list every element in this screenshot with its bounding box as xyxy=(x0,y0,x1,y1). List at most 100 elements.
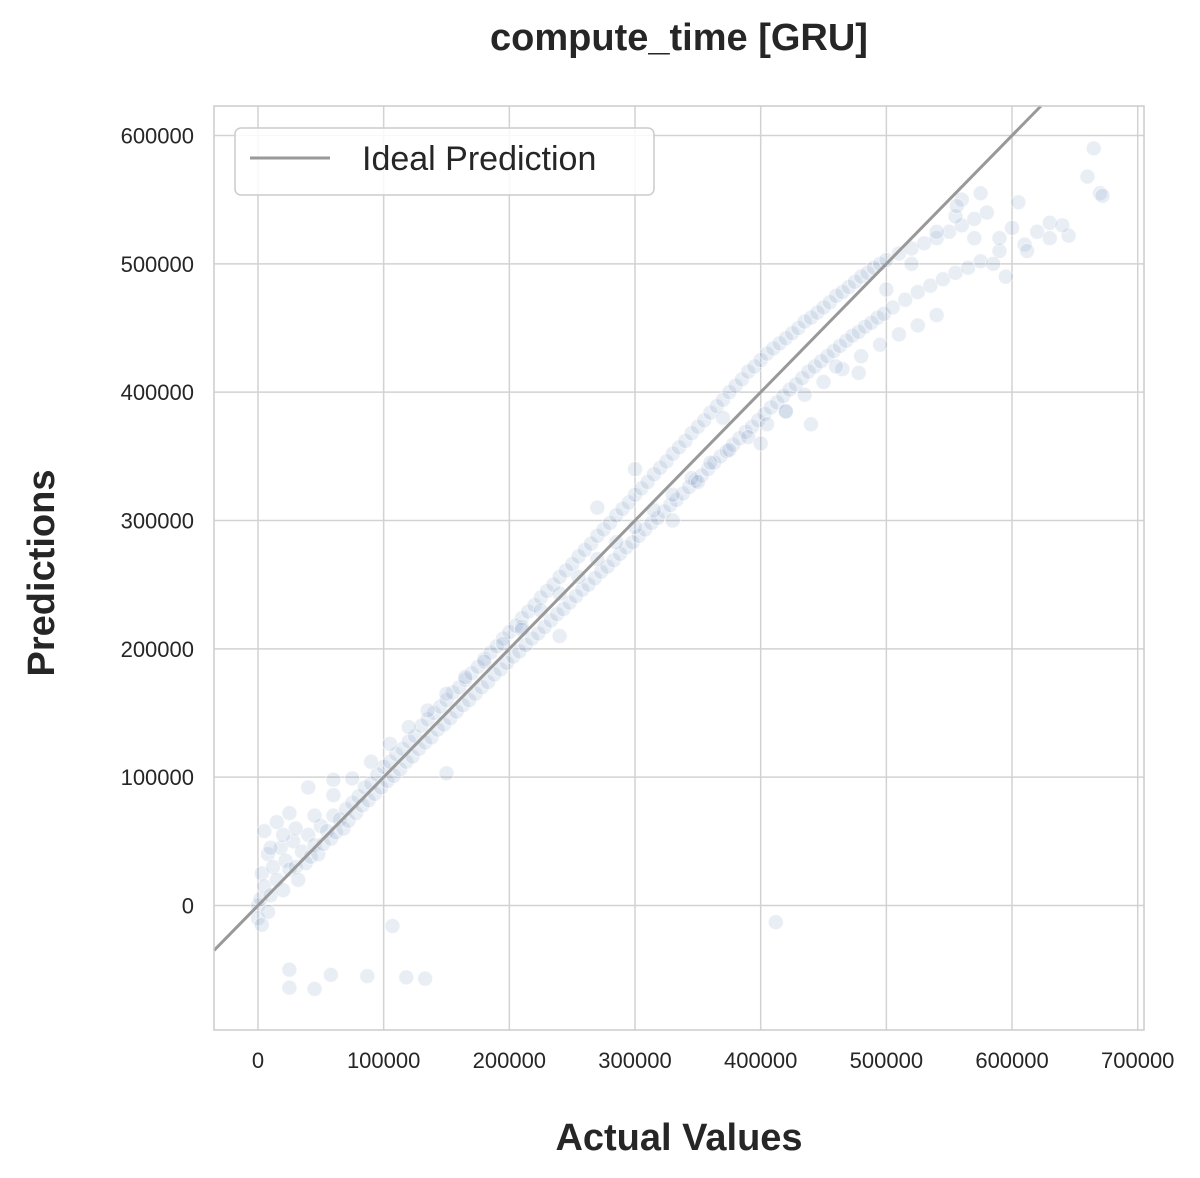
scatter-point xyxy=(683,425,700,442)
scatter-point xyxy=(985,255,1002,272)
scatter-point xyxy=(813,353,830,370)
y-tick-label: 600000 xyxy=(121,124,194,149)
scatter-point xyxy=(256,823,273,840)
scatter-point xyxy=(495,635,512,652)
scatter-point xyxy=(1010,194,1027,211)
scatter-point xyxy=(438,765,455,782)
scatter-point xyxy=(536,619,553,636)
scatter-point xyxy=(1029,223,1046,240)
scatter-point xyxy=(1085,140,1102,157)
scatter-point xyxy=(549,606,566,623)
scatter-point xyxy=(903,255,920,272)
scatter-point xyxy=(953,217,970,234)
scatter-point xyxy=(325,771,342,788)
scatter-point xyxy=(287,820,304,837)
scatter-point xyxy=(740,429,757,446)
scatter-point xyxy=(530,625,547,642)
scatter-point xyxy=(966,210,983,227)
scatter-point xyxy=(850,364,867,381)
scatter-point xyxy=(978,204,995,221)
scatter-point xyxy=(277,852,294,869)
scatter-point xyxy=(872,336,889,353)
scatter-point xyxy=(922,277,939,294)
x-tick-label: 100000 xyxy=(347,1048,420,1073)
scatter-point xyxy=(551,628,568,645)
legend-box xyxy=(234,127,655,196)
scatter-point xyxy=(495,630,512,647)
scatter-point xyxy=(335,820,352,837)
scatter-point xyxy=(727,377,744,394)
scatter-point xyxy=(928,223,945,240)
scatter-point xyxy=(775,388,792,405)
scatter-point xyxy=(758,416,775,433)
scatter-point xyxy=(417,970,434,987)
scatter-point xyxy=(457,669,474,686)
scatter-point xyxy=(637,521,654,538)
scatter-point xyxy=(859,264,876,281)
scatter-point xyxy=(492,661,509,678)
scatter-point xyxy=(1060,227,1077,244)
scatter-point xyxy=(802,416,819,433)
scatter-point xyxy=(473,679,490,696)
scatter-point xyxy=(878,281,895,298)
scatter-point xyxy=(758,345,775,362)
scatter-point xyxy=(275,826,292,843)
scatter-point xyxy=(551,585,568,602)
scatter-point xyxy=(557,562,574,579)
x-tick-label: 400000 xyxy=(724,1048,797,1073)
scatter-point xyxy=(846,273,863,290)
scatter-point xyxy=(681,479,698,496)
scatter-point xyxy=(671,439,687,456)
grid xyxy=(214,106,1144,1030)
scatter-point xyxy=(718,443,735,460)
x-tick-label: 600000 xyxy=(975,1048,1048,1073)
scatter-point xyxy=(265,859,282,876)
scatter-point xyxy=(825,343,842,360)
scatter-point xyxy=(576,542,593,559)
scatter-point xyxy=(794,370,811,387)
scatter-point xyxy=(570,548,587,565)
scatter-point xyxy=(649,509,666,526)
scatter-point xyxy=(991,230,1008,247)
scatter-point xyxy=(765,340,782,357)
scatter-point xyxy=(767,914,784,931)
scatter-point xyxy=(699,461,716,478)
scatter-point xyxy=(702,454,719,471)
scatter-point xyxy=(1094,187,1111,204)
scatter-point xyxy=(608,507,625,524)
scatter-point xyxy=(1079,168,1096,185)
x-tick-labels: 0 100000 200000 300000 400000 500000 600000 700… xyxy=(252,1048,1175,1073)
scatter-point xyxy=(941,223,958,240)
scatter-point xyxy=(551,568,568,585)
scatter-point xyxy=(589,499,606,516)
y-tick-label: 300000 xyxy=(121,509,194,534)
x-tick-label: 300000 xyxy=(598,1048,671,1073)
x-tick-label: 200000 xyxy=(473,1048,546,1073)
scatter-point xyxy=(444,684,461,701)
scatter-point xyxy=(664,512,681,529)
x-axis-label: Actual Values xyxy=(555,1117,802,1159)
scatter-point xyxy=(1054,217,1071,234)
scatter-point xyxy=(853,348,870,365)
scatter-point xyxy=(306,980,323,997)
scatter-point xyxy=(884,299,901,316)
scatter-point xyxy=(614,500,631,517)
scatter-point xyxy=(771,335,788,352)
scatter-point xyxy=(752,435,769,452)
scatter-point xyxy=(542,612,559,629)
scatter-point xyxy=(312,817,329,834)
scatter-point xyxy=(482,644,499,661)
y-tick-labels: 0 100000 200000 300000 400000 500000 600000 xyxy=(121,124,194,919)
scatter-point xyxy=(875,305,892,322)
scatter-point xyxy=(838,332,855,349)
scatter-point xyxy=(262,839,279,856)
scatter-point xyxy=(633,480,650,497)
scatter-point xyxy=(260,903,277,920)
scatter-point xyxy=(630,527,647,544)
scatter-point xyxy=(802,309,819,326)
scatter-point xyxy=(740,363,757,380)
scatter-point xyxy=(589,527,606,544)
scatter-point xyxy=(290,871,307,888)
scatter-point xyxy=(574,581,591,598)
